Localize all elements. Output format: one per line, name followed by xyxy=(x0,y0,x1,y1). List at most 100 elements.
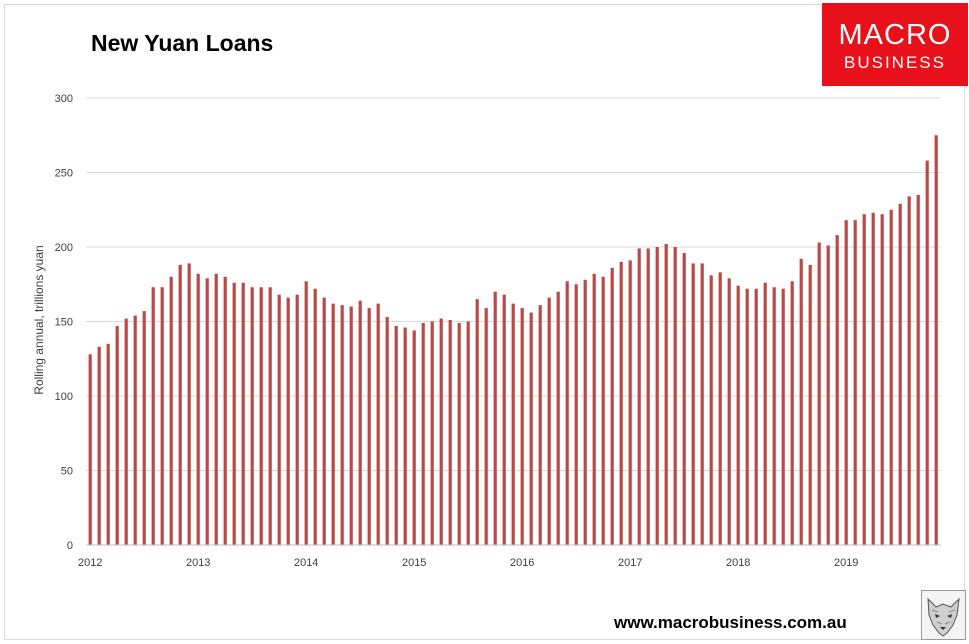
wolf-mascot-icon xyxy=(921,590,966,640)
bar xyxy=(781,288,785,545)
bar xyxy=(358,300,362,545)
bar xyxy=(844,220,848,545)
bar xyxy=(673,247,677,545)
bar xyxy=(916,194,920,545)
bar xyxy=(727,278,731,545)
bar xyxy=(385,317,389,545)
bar xyxy=(502,294,506,545)
y-tick-label: 150 xyxy=(55,317,73,329)
bar xyxy=(115,325,119,545)
bar xyxy=(250,287,254,545)
x-tick-label: 2017 xyxy=(618,557,642,569)
bar xyxy=(367,308,371,545)
bar xyxy=(511,303,515,545)
bar xyxy=(313,288,317,545)
bar xyxy=(241,282,245,545)
bar xyxy=(898,203,902,546)
y-tick-label: 200 xyxy=(55,242,73,254)
bar xyxy=(223,276,227,545)
y-tick-label: 300 xyxy=(55,93,73,105)
bar xyxy=(151,287,155,545)
bar xyxy=(412,330,416,545)
bar xyxy=(88,354,92,545)
bar xyxy=(682,252,686,545)
bar xyxy=(925,160,929,545)
bar xyxy=(700,263,704,545)
bar xyxy=(601,276,605,545)
y-tick-label: 50 xyxy=(61,466,73,478)
bar xyxy=(610,267,614,545)
bar xyxy=(286,297,290,545)
bar xyxy=(340,305,344,545)
bar xyxy=(772,287,776,545)
bar xyxy=(205,278,209,545)
bar xyxy=(448,320,452,545)
bar xyxy=(142,311,146,545)
bar xyxy=(259,287,263,545)
bar xyxy=(583,279,587,545)
bar xyxy=(169,276,173,545)
bar xyxy=(394,325,398,545)
bar xyxy=(736,285,740,545)
bars xyxy=(88,135,938,546)
bar xyxy=(466,321,470,545)
bar xyxy=(520,308,524,545)
bar xyxy=(790,281,794,545)
bar xyxy=(106,343,110,545)
bar xyxy=(871,212,875,546)
bar xyxy=(628,260,632,545)
bar xyxy=(376,303,380,545)
bar xyxy=(349,306,353,545)
bar xyxy=(709,275,713,545)
bar xyxy=(403,327,407,545)
bar xyxy=(934,135,938,545)
bar xyxy=(691,263,695,545)
bar xyxy=(178,264,182,545)
x-tick-label: 2015 xyxy=(402,557,426,569)
bar xyxy=(124,318,128,545)
chart-title: New Yuan Loans xyxy=(91,30,274,56)
bar xyxy=(187,263,191,545)
bar xyxy=(592,273,596,545)
bar xyxy=(196,273,200,545)
bar xyxy=(160,287,164,545)
bar xyxy=(646,248,650,546)
bar xyxy=(529,312,533,545)
bar xyxy=(322,297,326,545)
bar xyxy=(277,294,281,545)
bar xyxy=(475,299,479,545)
bar xyxy=(331,303,335,545)
bar xyxy=(268,287,272,545)
bar xyxy=(880,214,884,545)
bar xyxy=(799,258,803,545)
logo-line2: BUSINESS xyxy=(844,53,946,72)
x-tick-label: 2013 xyxy=(186,557,210,569)
bar xyxy=(214,273,218,545)
bar xyxy=(547,297,551,545)
bar xyxy=(745,288,749,545)
y-tick-label: 250 xyxy=(55,168,73,180)
bar xyxy=(817,242,821,545)
x-tick-label: 2014 xyxy=(294,557,318,569)
bar xyxy=(304,281,308,545)
bar xyxy=(754,288,758,545)
axes: 0 50 100 150 200 250 300 2012 2013 2014 2015 2016 20… xyxy=(55,93,941,569)
bar xyxy=(853,220,857,545)
bar xyxy=(718,272,722,545)
chart-frame xyxy=(4,4,965,640)
bar xyxy=(862,214,866,545)
bar xyxy=(808,264,812,545)
bar xyxy=(97,346,101,545)
logo-line1: MACRO xyxy=(838,19,952,51)
bar xyxy=(232,282,236,545)
bar xyxy=(763,282,767,545)
bar xyxy=(484,308,488,545)
bar xyxy=(826,245,830,545)
bar xyxy=(493,291,497,545)
website-url[interactable]: www.macrobusiness.com.au xyxy=(614,613,847,632)
bar xyxy=(637,248,641,546)
bar xyxy=(430,321,434,545)
bar xyxy=(889,209,893,545)
